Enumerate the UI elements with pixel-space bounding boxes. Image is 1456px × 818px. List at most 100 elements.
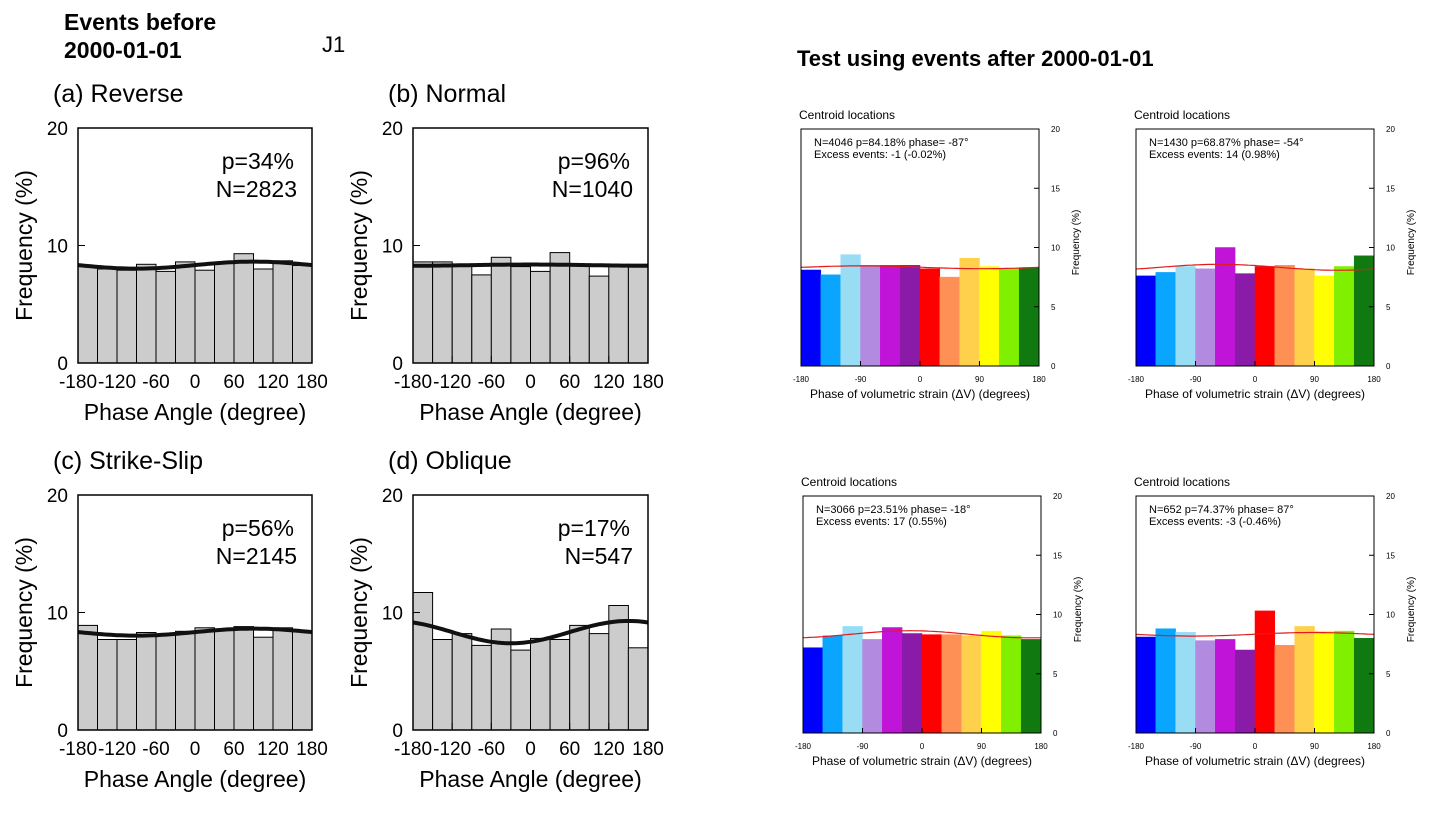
panel-title: (d) Oblique xyxy=(388,447,512,475)
y-tick-label: 5 xyxy=(1386,670,1391,679)
x-tick-label: 90 xyxy=(977,742,986,751)
histogram-bar xyxy=(899,265,921,367)
histogram-bar xyxy=(862,639,883,734)
stat-line-2: Excess events: -1 (-0.02%) xyxy=(814,149,946,161)
stat-p: p=17% xyxy=(558,515,630,541)
x-tick-label: 90 xyxy=(1310,375,1319,384)
x-tick-label: 90 xyxy=(1310,742,1319,751)
histogram-bar xyxy=(490,256,512,364)
stat-n: N=547 xyxy=(565,543,633,569)
chart-panel-4: -180 -120 -60 0 60 120 180 0 10 20 Phase Angle (de… xyxy=(346,447,664,792)
x-tick-label: 0 xyxy=(1253,375,1258,384)
y-tick-label: 15 xyxy=(1386,551,1395,560)
panel-title: (a) Reverse xyxy=(53,80,184,108)
x-axis-label: Phase Angle (degree) xyxy=(84,766,307,792)
histogram-bar xyxy=(800,269,822,367)
x-tick-label: 120 xyxy=(257,739,289,760)
chart-panel-5: -180 -90 0 90 180 0 5 10 15 20 Phase of volumetric… xyxy=(793,108,1082,401)
x-tick-label: 120 xyxy=(257,372,289,393)
histogram-bar xyxy=(116,639,137,731)
y-tick-label: 10 xyxy=(1051,244,1060,253)
y-tick-label: 20 xyxy=(47,119,68,140)
histogram-bar xyxy=(880,265,901,367)
histogram-bar xyxy=(1195,268,1216,367)
y-axis-label: Frequency (%) xyxy=(1071,210,1082,276)
histogram-bar xyxy=(233,626,254,731)
y-tick-label: 20 xyxy=(1386,492,1395,501)
histogram-bar xyxy=(77,624,98,731)
x-tick-label: 120 xyxy=(593,739,625,760)
stat-p: p=96% xyxy=(558,148,630,174)
histogram-bar xyxy=(1294,268,1315,367)
chart-panel-8: -180 -90 0 90 180 0 5 10 15 20 Phase of volumetric… xyxy=(1128,475,1417,768)
y-axis-label: Frequency (%) xyxy=(11,170,37,321)
x-axis-label: Phase of volumetric strain (ΔV) (degrees… xyxy=(1145,387,1365,401)
x-axis-label: Phase of volumetric strain (ΔV) (degrees… xyxy=(810,387,1030,401)
histogram-bar xyxy=(253,636,274,731)
chart-panel-2: -180 -120 -60 0 60 120 180 0 10 20 Phase Angle (de… xyxy=(346,80,664,425)
left-title-line-2: 2000-01-01 xyxy=(64,37,182,63)
histogram-bar xyxy=(1353,255,1375,367)
x-tick-label: -60 xyxy=(478,739,505,760)
histogram-bar xyxy=(471,274,492,364)
histogram-bar xyxy=(569,265,590,364)
fit-curve xyxy=(1135,263,1375,271)
histogram-bar xyxy=(941,634,962,734)
x-tick-label: -180 xyxy=(394,739,432,760)
y-tick-label: 10 xyxy=(1053,611,1062,620)
x-tick-label: 0 xyxy=(190,372,201,393)
histogram-bar xyxy=(116,269,137,364)
x-tick-label: 180 xyxy=(632,739,664,760)
histogram-bar xyxy=(919,268,941,367)
stat-line-1: N=3066 p=23.51% phase= -18° xyxy=(816,504,971,516)
x-tick-label: 0 xyxy=(1253,742,1258,751)
fit-curve xyxy=(413,262,648,268)
y-tick-label: 5 xyxy=(1053,670,1058,679)
histogram-bar xyxy=(253,268,274,364)
histogram-bar xyxy=(901,633,923,734)
y-axis-label: Frequency (%) xyxy=(11,537,37,688)
histogram-bar xyxy=(97,639,118,731)
chart-panel-7: -180 -90 0 90 180 0 5 10 15 20 Phase of volumetric… xyxy=(795,475,1084,768)
y-tick-label: 15 xyxy=(1051,184,1060,193)
histogram-bar xyxy=(530,270,551,364)
histogram-bar xyxy=(1215,247,1236,367)
x-tick-label: -180 xyxy=(793,375,810,384)
fit-curve xyxy=(1135,631,1375,637)
histogram-bar xyxy=(1135,636,1157,734)
x-tick-label: -60 xyxy=(142,739,169,760)
x-tick-label: -120 xyxy=(98,372,136,393)
stat-p: p=34% xyxy=(222,148,294,174)
histogram-bar xyxy=(1175,632,1196,734)
histogram-bar xyxy=(569,624,590,731)
histogram-bar xyxy=(510,266,531,364)
x-tick-label: 180 xyxy=(1367,742,1381,751)
stat-n: N=2823 xyxy=(216,176,297,202)
y-axis-label: Frequency (%) xyxy=(1073,577,1084,643)
histogram-bar xyxy=(608,265,629,364)
histogram-bar xyxy=(1018,267,1040,367)
histogram-bar xyxy=(981,630,1002,734)
x-tick-label: -60 xyxy=(142,372,169,393)
x-tick-label: -180 xyxy=(394,372,432,393)
histogram-bar xyxy=(155,270,176,364)
histogram-bar xyxy=(822,635,843,734)
histogram-bar xyxy=(802,647,824,734)
y-axis-label: Frequency (%) xyxy=(1406,210,1417,276)
stat-n: N=1040 xyxy=(552,176,633,202)
histogram-bar xyxy=(1135,275,1157,367)
y-tick-label: 20 xyxy=(1051,125,1060,134)
right-title: Test using events after 2000-01-01 xyxy=(797,46,1154,71)
histogram-bar xyxy=(1001,635,1022,734)
histogram-bar xyxy=(1234,649,1256,734)
panel-title: (b) Normal xyxy=(388,80,506,108)
histogram-bar xyxy=(959,257,980,367)
x-axis-label: Phase Angle (degree) xyxy=(84,399,307,425)
x-tick-label: -180 xyxy=(59,739,97,760)
histogram-bar xyxy=(272,627,293,731)
histogram-bar xyxy=(530,637,551,731)
histogram-bar xyxy=(549,639,571,731)
y-tick-label: 15 xyxy=(1386,184,1395,193)
x-tick-label: -90 xyxy=(857,742,869,751)
